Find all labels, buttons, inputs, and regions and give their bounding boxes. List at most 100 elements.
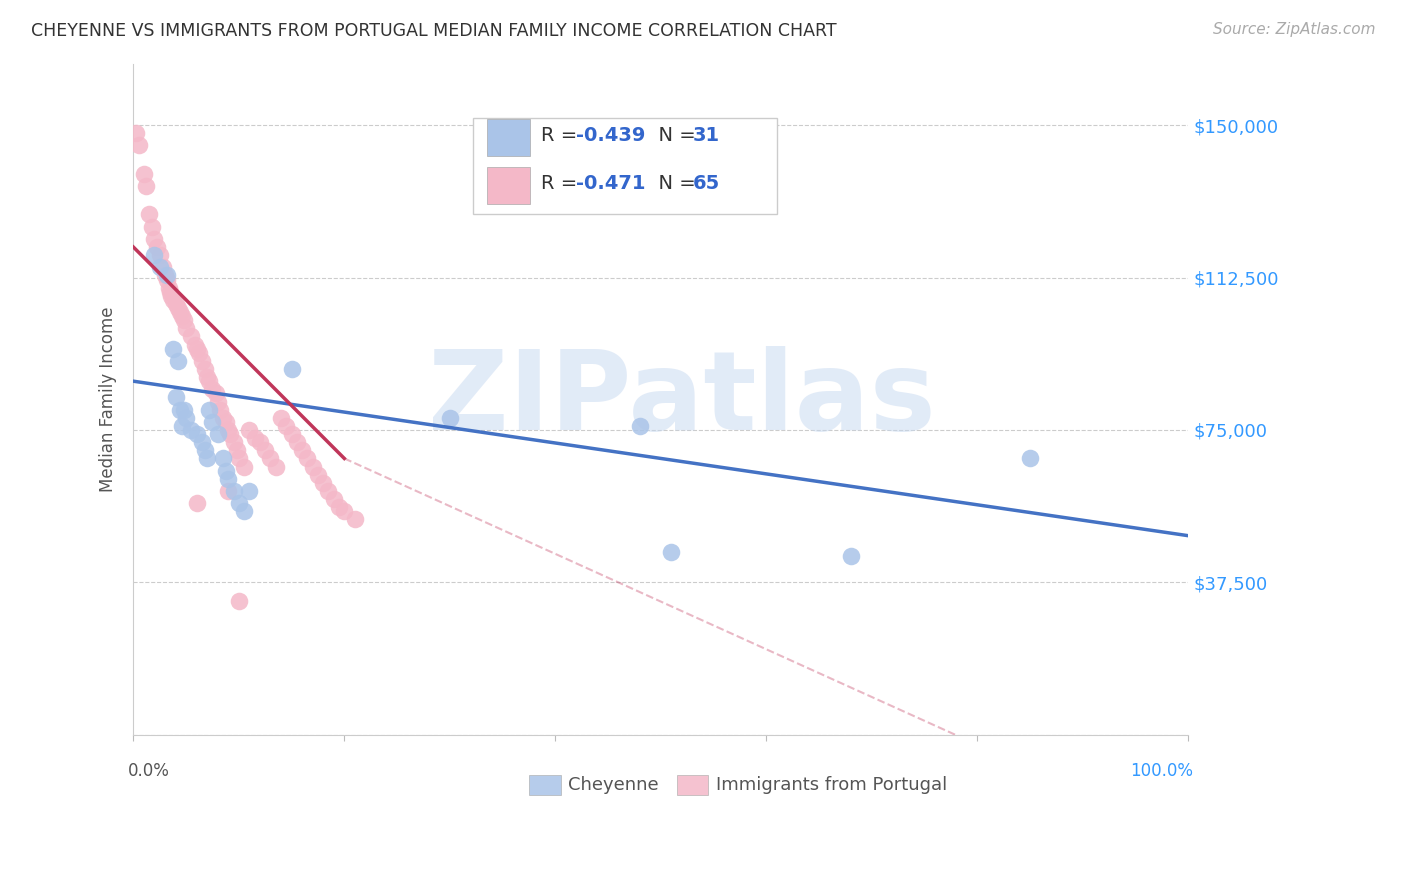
Point <box>228 496 250 510</box>
Point <box>174 321 197 335</box>
Point <box>159 285 181 299</box>
Point <box>628 418 651 433</box>
Point <box>328 500 350 515</box>
Point <box>173 313 195 327</box>
Point <box>170 309 193 323</box>
Point <box>217 483 239 498</box>
Y-axis label: Median Family Income: Median Family Income <box>100 307 117 492</box>
Point <box>322 492 344 507</box>
Point <box>162 293 184 307</box>
Point <box>207 427 229 442</box>
Point <box>280 427 302 442</box>
Point <box>160 289 183 303</box>
Point <box>312 475 335 490</box>
Point <box>149 260 172 275</box>
Point <box>839 549 862 563</box>
Point <box>270 410 292 425</box>
Point <box>180 329 202 343</box>
Point <box>194 443 217 458</box>
Point <box>228 451 250 466</box>
Text: Source: ZipAtlas.com: Source: ZipAtlas.com <box>1212 22 1375 37</box>
Point <box>143 232 166 246</box>
Point <box>187 345 209 359</box>
Point <box>249 435 271 450</box>
Point <box>215 464 238 478</box>
Point <box>439 410 461 425</box>
Point <box>254 443 277 458</box>
Point <box>217 423 239 437</box>
Text: -0.471: -0.471 <box>576 174 645 193</box>
Point <box>195 451 218 466</box>
Point <box>225 443 247 458</box>
Point <box>132 167 155 181</box>
Point <box>186 496 208 510</box>
Point <box>259 451 281 466</box>
Point <box>149 248 172 262</box>
Point <box>186 342 208 356</box>
Point <box>166 354 188 368</box>
Point <box>219 427 242 442</box>
Point <box>222 435 245 450</box>
Point <box>165 297 187 311</box>
Point <box>198 374 221 388</box>
Point <box>285 435 308 450</box>
Point <box>243 431 266 445</box>
Text: N =: N = <box>647 126 703 145</box>
Point <box>233 459 256 474</box>
Point <box>208 402 231 417</box>
Point <box>318 483 340 498</box>
Point <box>173 402 195 417</box>
Point <box>152 260 174 275</box>
Point <box>659 545 682 559</box>
Point <box>166 301 188 315</box>
Point <box>183 337 205 351</box>
Point <box>207 394 229 409</box>
Point <box>186 427 208 442</box>
Point <box>333 504 356 518</box>
Point <box>169 402 191 417</box>
Point <box>156 268 179 283</box>
Point <box>180 423 202 437</box>
Point <box>198 402 221 417</box>
Point <box>201 382 224 396</box>
Point <box>204 386 226 401</box>
Point <box>233 504 256 518</box>
Text: -0.439: -0.439 <box>576 126 645 145</box>
Text: R =: R = <box>541 126 583 145</box>
Point <box>191 435 214 450</box>
Point <box>170 418 193 433</box>
Point <box>195 370 218 384</box>
Point <box>165 391 187 405</box>
Point <box>222 483 245 498</box>
Point <box>191 354 214 368</box>
Bar <box>529 775 561 796</box>
Point <box>1019 451 1042 466</box>
Text: 100.0%: 100.0% <box>1130 762 1194 780</box>
Text: R =: R = <box>541 174 583 193</box>
Text: 31: 31 <box>693 126 720 145</box>
Point <box>215 415 238 429</box>
Text: ZIPatlas: ZIPatlas <box>427 346 936 453</box>
Point <box>238 483 260 498</box>
Point <box>228 593 250 607</box>
Text: 65: 65 <box>693 174 720 193</box>
Text: Immigrants from Portugal: Immigrants from Portugal <box>716 776 946 794</box>
Point <box>145 240 167 254</box>
Point <box>276 418 298 433</box>
Text: CHEYENNE VS IMMIGRANTS FROM PORTUGAL MEDIAN FAMILY INCOME CORRELATION CHART: CHEYENNE VS IMMIGRANTS FROM PORTUGAL MED… <box>31 22 837 40</box>
Point <box>143 248 166 262</box>
Bar <box>676 775 709 796</box>
Point <box>343 512 366 526</box>
Point <box>238 423 260 437</box>
Point <box>141 219 163 234</box>
Point <box>212 410 235 425</box>
Point <box>153 268 176 283</box>
Point <box>169 305 191 319</box>
Point <box>162 342 184 356</box>
Point <box>125 126 148 140</box>
Text: Cheyenne: Cheyenne <box>568 776 658 794</box>
Point <box>156 272 179 286</box>
Point <box>297 451 319 466</box>
Point <box>307 467 329 482</box>
Point <box>174 410 197 425</box>
